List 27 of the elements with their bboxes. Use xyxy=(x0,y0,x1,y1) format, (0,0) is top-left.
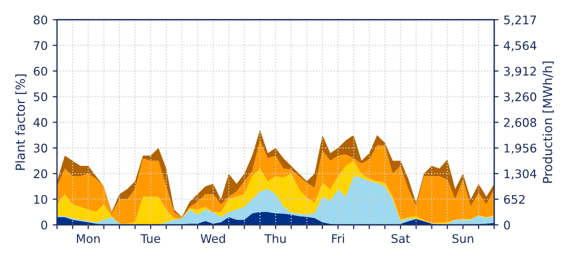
y2-tick-label: 4,564 xyxy=(504,41,536,52)
y-tick-label: 30 xyxy=(34,144,48,153)
y-axis-title: Plant factor [%] xyxy=(15,74,26,170)
x-tick-label: Sat xyxy=(392,234,410,244)
y2-axis-title: Production [MWh/h] xyxy=(542,62,554,183)
y-tick-label: 70 xyxy=(34,41,48,50)
y2-tick-label: 3,912 xyxy=(504,66,536,77)
y-tick-label: 10 xyxy=(34,194,48,204)
x-tick-label: Thu xyxy=(264,234,286,244)
x-tick-label: Sun xyxy=(452,234,474,244)
y-tick-label: 0 xyxy=(41,220,48,230)
y2-tick-label: 1,956 xyxy=(504,144,536,154)
y2-tick-label: 5,217 xyxy=(504,15,536,26)
y2-tick-label: 3,260 xyxy=(504,92,536,103)
y2-tick-label: 652 xyxy=(504,194,525,204)
y2-tick-label: 2,608 xyxy=(504,118,536,128)
y-tick-label: 40 xyxy=(34,118,48,127)
y-tick-label: 60 xyxy=(34,66,48,76)
y-tick-label: 20 xyxy=(34,169,48,178)
x-tick-label: Wed xyxy=(200,234,225,244)
y2-tick-label: 1,304 xyxy=(504,169,536,180)
y2-tick-label: 0 xyxy=(504,220,510,230)
y-tick-label: 50 xyxy=(34,92,48,102)
y-tick-label: 80 xyxy=(34,15,48,24)
x-tick-label: Fri xyxy=(332,234,344,243)
x-tick-label: Mon xyxy=(76,234,100,244)
x-tick-label: Tue xyxy=(140,234,160,244)
